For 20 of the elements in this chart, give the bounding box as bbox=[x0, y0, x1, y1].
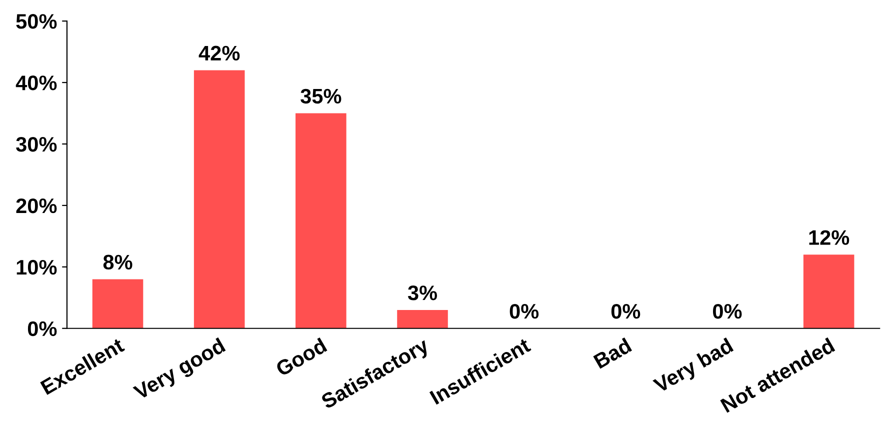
data-label: 8% bbox=[103, 254, 132, 270]
y-tick-label: 40% bbox=[16, 76, 57, 90]
y-tick-label: 10% bbox=[16, 260, 57, 275]
bar bbox=[92, 279, 144, 328]
data-label: 12% bbox=[809, 230, 850, 245]
bar bbox=[296, 113, 346, 328]
bar bbox=[397, 310, 448, 328]
data-label: 0% bbox=[611, 304, 640, 319]
y-tick-label: 20% bbox=[16, 198, 57, 214]
x-tick-label: Bad bbox=[592, 337, 632, 369]
y-tick-label: 30% bbox=[16, 136, 57, 152]
y-tick-label: 50% bbox=[16, 14, 57, 29]
data-label: 35% bbox=[300, 88, 342, 104]
bar bbox=[803, 254, 854, 328]
bar bbox=[194, 70, 245, 328]
y-tick-label: 0% bbox=[28, 321, 57, 336]
data-label: 0% bbox=[510, 304, 539, 319]
data-label: 0% bbox=[713, 304, 742, 319]
data-label: 3% bbox=[408, 286, 438, 300]
data-label: 42% bbox=[198, 46, 240, 61]
